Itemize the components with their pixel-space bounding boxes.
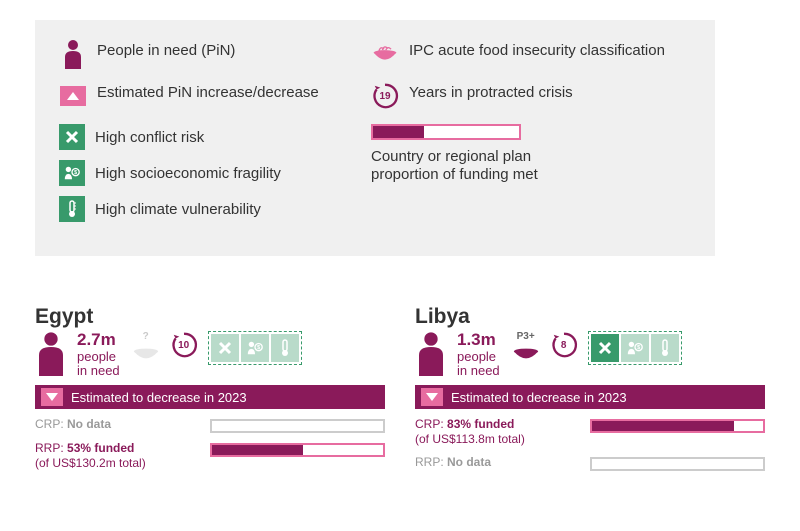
years-icon: 8: [550, 331, 578, 359]
legend-ipc-label: IPC acute food insecurity classification: [409, 40, 665, 60]
svg-text:$: $: [74, 170, 77, 176]
legend-climate-label: High climate vulnerability: [95, 199, 261, 219]
years-icon: 10: [170, 331, 198, 359]
person-icon: [59, 40, 87, 68]
conflict-icon: [591, 334, 619, 362]
socio-icon: $: [241, 334, 269, 362]
rrp-text: RRP: No data: [415, 455, 580, 470]
person-icon: [415, 331, 451, 381]
country-card-libya: Libya 1.3m peoplein need P3+ 8 $: [415, 305, 765, 471]
funding-bar-demo: [371, 124, 521, 140]
legend-socio-label: High socioeconomic fragility: [95, 163, 281, 183]
climate-icon: [271, 334, 299, 362]
socio-icon: $: [59, 160, 85, 186]
ipc-block: P3+: [512, 331, 540, 362]
estimate-bar: Estimated to decrease in 2023: [415, 385, 765, 409]
estimate-bar: Estimated to decrease in 2023: [35, 385, 385, 409]
ipc-block: ?: [132, 331, 160, 362]
rrp-row: RRP: 53% funded (of US$130.2m total): [35, 441, 385, 471]
crp-row: CRP: No data: [35, 417, 385, 433]
rrp-row: RRP: No data: [415, 455, 765, 471]
legend-years-label: Years in protracted crisis: [409, 82, 573, 102]
socio-icon: $: [621, 334, 649, 362]
crp-text: CRP: No data: [35, 417, 200, 432]
conflict-icon: [59, 124, 85, 150]
crp-row: CRP: 83% funded (of US$113.8m total): [415, 417, 765, 447]
triangle-down-icon: [41, 388, 63, 406]
triangle-down-icon: [421, 388, 443, 406]
legend-est-label: Estimated PiN increase/decrease: [97, 82, 319, 102]
country-name: Egypt: [35, 305, 385, 329]
crp-bar: [210, 419, 385, 433]
country-name: Libya: [415, 305, 765, 329]
conflict-icon: [211, 334, 239, 362]
risk-badges: $: [588, 331, 682, 365]
svg-text:$: $: [637, 345, 640, 351]
bowl-icon: [371, 40, 399, 68]
crp-bar: [590, 419, 765, 433]
svg-text:$: $: [257, 345, 260, 351]
legend-funding-caption: Country or regional plan proportion of f…: [371, 146, 551, 184]
legend-panel: People in need (PiN) IPC acute food inse…: [35, 20, 715, 256]
rrp-bar: [210, 443, 385, 457]
climate-icon: [651, 334, 679, 362]
climate-icon: [59, 196, 85, 222]
pin-text: 1.3m peoplein need: [457, 331, 500, 378]
triangle-badge-icon: [59, 82, 87, 110]
country-card-egypt: Egypt 2.7m peoplein need ? 10 $: [35, 305, 385, 471]
estimate-text: Estimated to decrease in 2023: [71, 390, 247, 405]
crp-text: CRP: 83% funded (of US$113.8m total): [415, 417, 580, 447]
rrp-bar: [590, 457, 765, 471]
legend-pin-label: People in need (PiN): [97, 40, 235, 60]
pin-text: 2.7m peoplein need: [77, 331, 120, 378]
estimate-text: Estimated to decrease in 2023: [451, 390, 627, 405]
years-crisis-icon: 19: [371, 82, 399, 110]
years-number: 19: [379, 91, 390, 102]
rrp-text: RRP: 53% funded (of US$130.2m total): [35, 441, 200, 471]
legend-conflict-label: High conflict risk: [95, 127, 204, 147]
person-icon: [35, 331, 71, 381]
risk-badges: $: [208, 331, 302, 365]
